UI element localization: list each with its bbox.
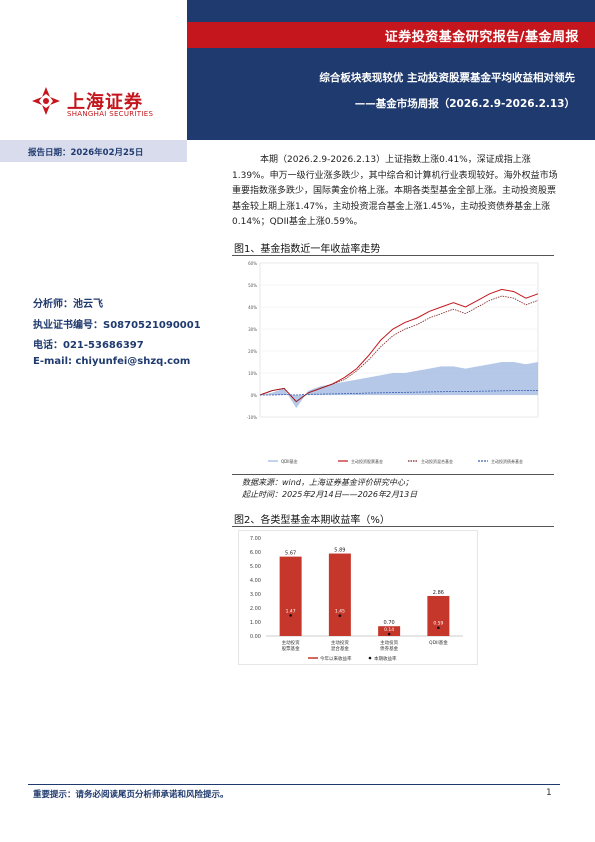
x-category-label: 混合基金 (331, 645, 349, 652)
summary-paragraph: 本期（2026.2.9-2026.2.13）上证指数上涨0.41%，深证成指上涨… (232, 155, 558, 227)
report-type-label: 证券投资基金研究报告/基金周报 (384, 30, 579, 45)
marker-label: 0.14 (384, 627, 394, 633)
figure1-bottom-rule (232, 474, 554, 475)
y-tick-label: 0.00 (250, 634, 261, 640)
y-tick-label: 60% (248, 261, 257, 266)
x-category-label: 债券基金 (380, 645, 398, 652)
report-date-band (0, 140, 187, 162)
report-type-banner: 证券投资基金研究报告/基金周报 (187, 22, 595, 48)
series-line-3 (260, 389, 539, 396)
figure1-source: 数据来源：wind，上海证券基金评价研究中心； (242, 478, 413, 487)
bar-ytd (378, 626, 401, 636)
fund-return-bar-chart: 7.00 6.00 5.00 4.00 3.00 2.00 1.00 0.00 5.67 5.89… (238, 530, 478, 665)
company-logo-icon (32, 87, 60, 115)
x-category-label: 主动投资 (380, 639, 398, 646)
figure1-rule (232, 255, 554, 256)
figure1-period: 起止时间：2025年2月14日——2026年2月13日 (242, 490, 418, 499)
legend-label: 主动投资债券基金 (491, 458, 523, 464)
logo-area (0, 48, 187, 140)
x-category-label: 主动投资 (282, 639, 300, 646)
bar-label: 5.89 (334, 548, 345, 554)
y-tick-label: 7.00 (250, 536, 261, 542)
y-tick-label: 3.00 (250, 592, 261, 598)
y-tick-label: 0% (251, 393, 258, 398)
company-name-en: SHANGHAI SECURITIES (67, 110, 154, 118)
marker-week (289, 614, 292, 617)
legend-label: 今年以来收益率 (320, 655, 352, 662)
fund-index-line-chart: 60% 50% 40% 30% 20% 10% 0% -10% QDII基金 主动投资股票基金 主动… (247, 261, 539, 464)
footer-disclaimer: 重要提示：请务必阅读尾页分析师承诺和风险提示。 (33, 790, 229, 800)
x-category-label: QDII基金 (429, 639, 448, 646)
figure2-rule (232, 526, 554, 527)
y-tick-label: 1.00 (250, 620, 261, 626)
marker-label: 1.45 (335, 609, 345, 615)
analyst-phone: 电话：021-53686397 (33, 340, 144, 351)
y-tick-label: 4.00 (250, 578, 261, 584)
series-area-qdii (260, 362, 538, 409)
y-tick-label: 10% (248, 371, 257, 376)
y-tick-label: 30% (248, 327, 257, 332)
chart-frame (238, 530, 478, 665)
y-tick-label: 6.00 (250, 550, 261, 556)
y-tick-label: 5.00 (250, 564, 261, 570)
figure2-title: 图2、各类型基金本期收益率（%） (234, 515, 390, 526)
y-tick-label: 2.00 (250, 606, 261, 612)
analyst-cert: 执业证书编号：S0870521090001 (33, 320, 201, 331)
report-title: 综合板块表现较优 主动投资股票基金平均收益相对领先 (319, 72, 575, 84)
figure1-title: 图1、基金指数近一年收益率走势 (234, 244, 381, 255)
y-tick-label: 20% (248, 349, 257, 354)
y-tick-label: 50% (248, 283, 257, 288)
bar-label: 2.86 (433, 590, 444, 596)
x-category-label: 主动投资 (331, 639, 349, 646)
company-name-cn: 上海证券 (67, 92, 143, 113)
page-number: 1 (546, 788, 552, 798)
legend-swatch (368, 656, 372, 660)
bar-label: 0.70 (384, 620, 395, 626)
report-subtitle: ——基金市场周报（2026.2.9-2026.2.13） (354, 98, 575, 110)
bar-ytd (279, 556, 302, 636)
marker-week (437, 626, 440, 630)
marker-label: 1.47 (286, 608, 296, 614)
report-date: 报告日期：2026年02月25日 (28, 148, 144, 158)
bar-ytd (427, 595, 450, 636)
bar-label: 5.67 (285, 551, 296, 557)
legend-label: QDII基金 (281, 458, 298, 464)
marker-week (338, 614, 342, 617)
y-tick-label: -10% (247, 415, 258, 420)
legend-label: 主动投资股票基金 (351, 458, 383, 464)
y-tick-label: 40% (248, 305, 257, 310)
legend-label: 主动投资混合基金 (421, 458, 453, 464)
bar-ytd (328, 553, 351, 636)
footer-rule (28, 784, 560, 785)
x-category-label: 股票基金 (282, 645, 300, 652)
analyst-email[interactable]: E-mail: chiyunfei@shzq.com (33, 356, 191, 367)
legend-label: 本期收益率 (374, 655, 397, 662)
marker-week (387, 632, 391, 636)
analyst-name: 分析师：池云飞 (33, 299, 103, 310)
marker-label: 0.59 (433, 621, 443, 627)
